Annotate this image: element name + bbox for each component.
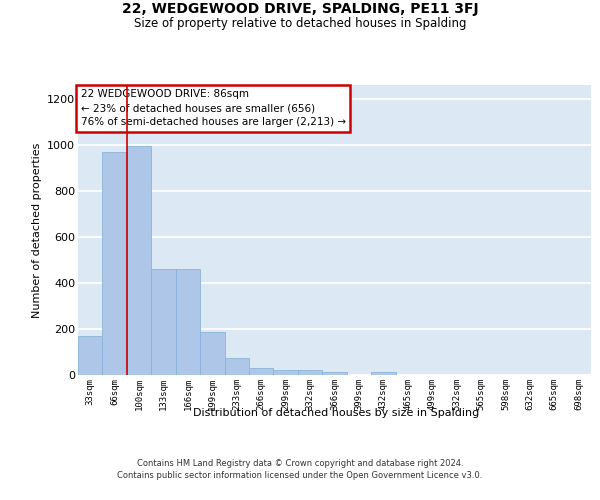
Bar [103, 152, 127, 375]
Text: Contains public sector information licensed under the Open Government Licence v3: Contains public sector information licen… [118, 471, 482, 480]
Bar [127, 146, 151, 375]
Bar [224, 358, 249, 375]
Bar [151, 268, 176, 375]
Bar [274, 370, 298, 375]
Text: Contains HM Land Registry data © Crown copyright and database right 2024.: Contains HM Land Registry data © Crown c… [137, 458, 463, 468]
Bar [200, 332, 224, 375]
Bar [298, 370, 322, 375]
Bar [371, 372, 395, 375]
Bar [78, 336, 103, 375]
Bar [322, 372, 347, 375]
Bar [176, 268, 200, 375]
Text: Size of property relative to detached houses in Spalding: Size of property relative to detached ho… [134, 18, 466, 30]
Text: 22, WEDGEWOOD DRIVE, SPALDING, PE11 3FJ: 22, WEDGEWOOD DRIVE, SPALDING, PE11 3FJ [122, 2, 478, 16]
Bar [249, 368, 274, 375]
Y-axis label: Number of detached properties: Number of detached properties [32, 142, 41, 318]
Text: Distribution of detached houses by size in Spalding: Distribution of detached houses by size … [193, 408, 479, 418]
Text: 22 WEDGEWOOD DRIVE: 86sqm
← 23% of detached houses are smaller (656)
76% of semi: 22 WEDGEWOOD DRIVE: 86sqm ← 23% of detac… [80, 90, 346, 128]
